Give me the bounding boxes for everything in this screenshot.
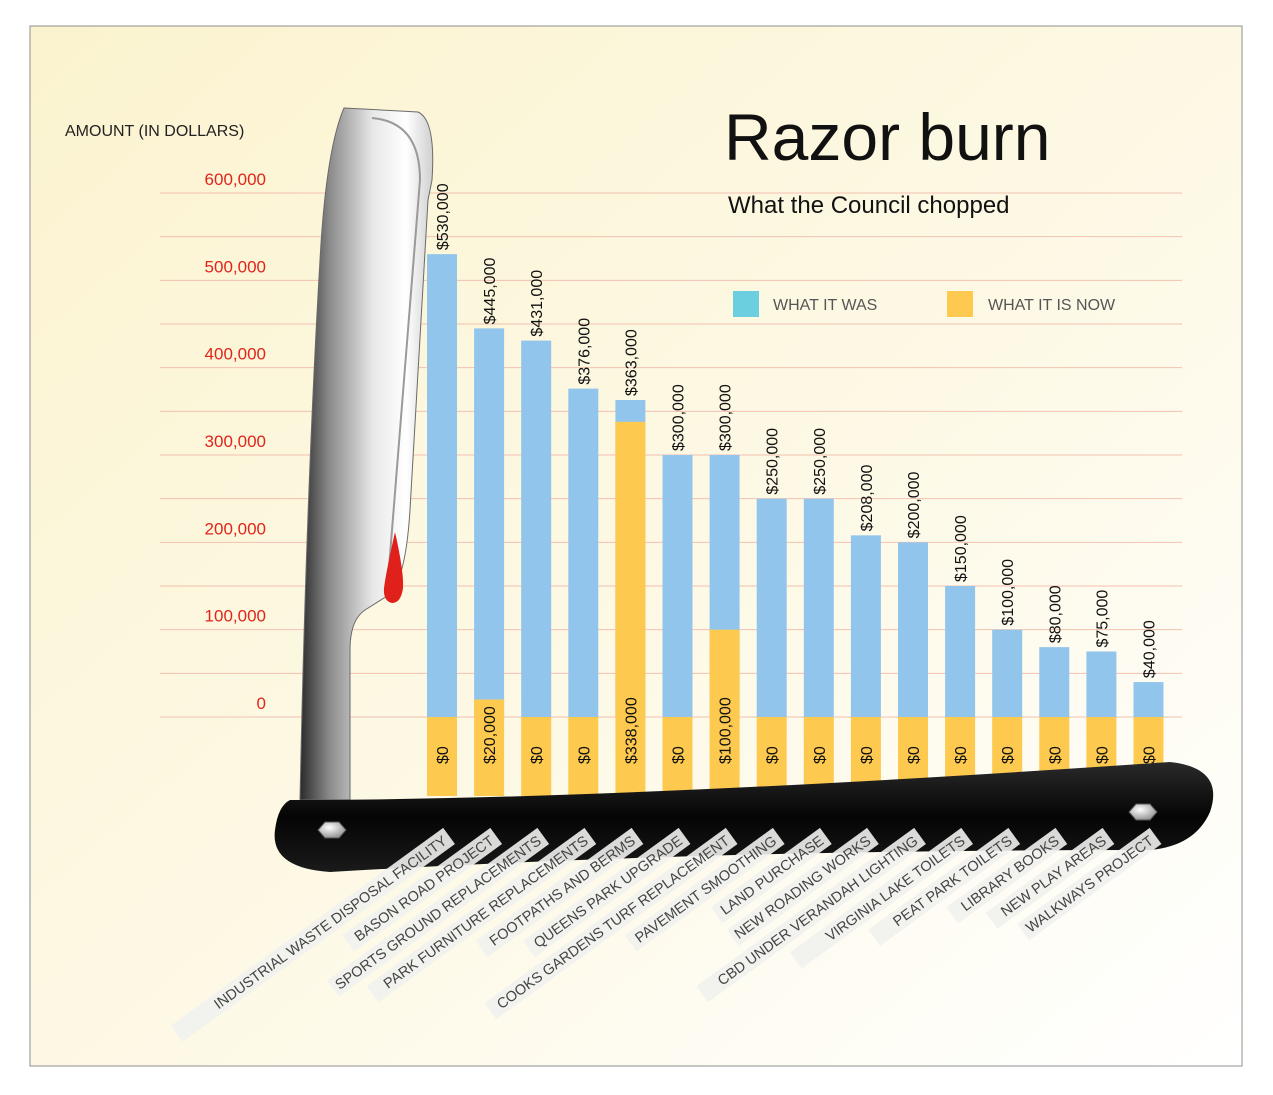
data-label-was: $200,000 bbox=[906, 471, 923, 538]
data-label-was: $363,000 bbox=[623, 329, 640, 396]
bar-what-it-is-now bbox=[803, 717, 834, 796]
y-tick-label: 100,000 bbox=[205, 607, 266, 626]
data-label-was: $150,000 bbox=[953, 515, 970, 582]
y-axis-label: AMOUNT (IN DOLLARS) bbox=[65, 123, 244, 140]
y-tick-label: 500,000 bbox=[205, 257, 266, 276]
category-label-tag bbox=[171, 827, 455, 1042]
category-label-tag bbox=[475, 827, 644, 958]
data-label-now: $0 bbox=[812, 746, 829, 764]
data-label-now: $0 bbox=[671, 746, 688, 764]
bar-what-it-was bbox=[662, 455, 693, 717]
bar-what-it-was bbox=[1133, 682, 1164, 717]
category-label-tag bbox=[946, 827, 1068, 924]
blood-drop bbox=[383, 532, 404, 603]
data-label-now: $0 bbox=[1047, 746, 1064, 764]
y-tick-label: 600,000 bbox=[205, 170, 266, 189]
data-label-now: $0 bbox=[529, 746, 546, 764]
y-tick-label: 200,000 bbox=[205, 519, 266, 538]
bar-what-it-is-now bbox=[521, 717, 552, 796]
legend-swatch-now bbox=[947, 291, 973, 317]
legend: WHAT IT WAS WHAT IT IS NOW bbox=[733, 291, 1116, 317]
category-label-tag bbox=[624, 827, 785, 952]
data-label-was: $250,000 bbox=[765, 428, 782, 495]
data-label-now: $0 bbox=[1094, 746, 1111, 764]
bar-what-it-is-now bbox=[474, 699, 505, 796]
bar-what-it-was bbox=[427, 254, 457, 717]
category-label-tag bbox=[342, 827, 503, 952]
bar-what-it-is-now bbox=[709, 629, 740, 796]
data-label-now: $0 bbox=[765, 746, 782, 764]
data-label-was: $100,000 bbox=[1000, 559, 1017, 626]
bar-what-it-was bbox=[1086, 651, 1117, 717]
data-label-now: $0 bbox=[435, 746, 452, 764]
category-label-tag bbox=[366, 827, 597, 1003]
bar-what-it-was bbox=[474, 328, 505, 717]
category-label-tag bbox=[985, 827, 1115, 929]
data-label-was: $445,000 bbox=[482, 258, 499, 325]
bar-what-it-is-now bbox=[756, 717, 787, 796]
bar-what-it-was bbox=[1039, 647, 1070, 717]
data-label-now: $0 bbox=[953, 746, 970, 764]
data-label-was: $300,000 bbox=[718, 384, 735, 451]
razor-blade-illustration bbox=[299, 107, 434, 801]
data-label-now: $0 bbox=[1000, 746, 1017, 764]
category-label-tag bbox=[790, 827, 974, 969]
category-label-tag bbox=[868, 827, 1021, 946]
legend-swatch-was bbox=[733, 291, 759, 317]
category-label-tag bbox=[1017, 827, 1162, 941]
bar-what-it-was bbox=[850, 535, 881, 717]
bar-what-it-was bbox=[803, 498, 834, 717]
data-label-now: $0 bbox=[576, 746, 593, 764]
data-label-now: $20,000 bbox=[482, 706, 499, 764]
category-label-tag bbox=[710, 827, 832, 924]
bar-what-it-was bbox=[898, 542, 928, 717]
data-label-now: $0 bbox=[1142, 746, 1159, 764]
right-bolt bbox=[1128, 803, 1158, 821]
y-tick-labels: 0 100,000 200,000 300,000 400,000 500,000 600,… bbox=[205, 170, 266, 713]
data-label-was: $208,000 bbox=[859, 465, 876, 532]
y-tick-label: 0 bbox=[257, 694, 266, 713]
category-label-tag bbox=[696, 827, 926, 1003]
legend-label-now: WHAT IT IS NOW bbox=[988, 297, 1116, 314]
category-label-tag bbox=[726, 827, 879, 946]
bar-what-it-is-now bbox=[662, 717, 693, 796]
legend-label-was: WHAT IT WAS bbox=[773, 297, 877, 314]
data-label-was: $376,000 bbox=[576, 318, 593, 385]
data-label-was: $75,000 bbox=[1094, 590, 1111, 648]
chart-subtitle: What the Council chopped bbox=[728, 192, 1010, 219]
data-label-was: $80,000 bbox=[1047, 585, 1064, 643]
bar-what-it-was bbox=[756, 498, 787, 717]
y-tick-label: 300,000 bbox=[205, 432, 266, 451]
category-label-tag bbox=[523, 827, 691, 958]
y-tick-label: 400,000 bbox=[205, 345, 266, 364]
chart-title: Razor burn bbox=[724, 100, 1051, 174]
bar-what-it-was bbox=[992, 629, 1023, 717]
bar-what-it-was bbox=[568, 388, 599, 717]
data-label-was: $431,000 bbox=[529, 270, 546, 337]
data-label-was: $300,000 bbox=[671, 384, 688, 451]
data-label-now: $100,000 bbox=[718, 697, 735, 764]
bar-what-it-was bbox=[945, 586, 976, 717]
data-label-was: $40,000 bbox=[1142, 620, 1159, 678]
data-label-now: $338,000 bbox=[623, 697, 640, 764]
data-label-now: $0 bbox=[906, 746, 923, 764]
bar-what-it-is-now bbox=[568, 717, 599, 796]
bar-what-it-was bbox=[521, 340, 552, 717]
razor-handle bbox=[274, 762, 1214, 872]
category-label-tag bbox=[484, 827, 738, 1020]
data-label-now: $0 bbox=[859, 746, 876, 764]
left-bolt bbox=[317, 821, 347, 839]
bar-what-it-is-now bbox=[427, 717, 457, 796]
data-label-was: $250,000 bbox=[812, 428, 829, 495]
category-label-tag bbox=[327, 827, 550, 997]
data-label-was: $530,000 bbox=[435, 183, 452, 250]
bar-what-it-is-now bbox=[615, 421, 646, 796]
